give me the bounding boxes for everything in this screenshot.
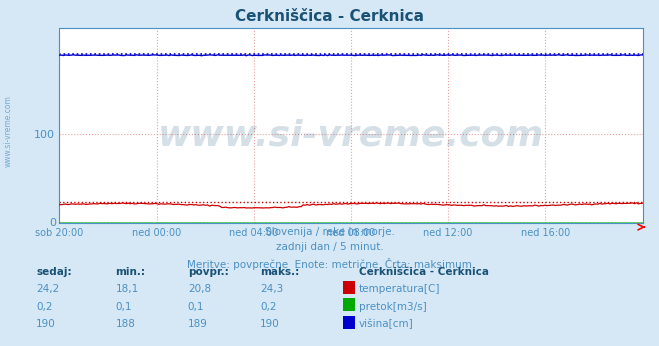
- Text: 20,8: 20,8: [188, 284, 211, 294]
- Text: 0,1: 0,1: [188, 302, 204, 312]
- Text: 18,1: 18,1: [115, 284, 138, 294]
- Text: 24,2: 24,2: [36, 284, 59, 294]
- Text: sedaj:: sedaj:: [36, 267, 72, 277]
- Text: Meritve: povprečne  Enote: metrične  Črta: maksimum: Meritve: povprečne Enote: metrične Črta:…: [187, 258, 472, 270]
- Text: maks.:: maks.:: [260, 267, 300, 277]
- Text: pretok[m3/s]: pretok[m3/s]: [359, 302, 427, 312]
- Text: 190: 190: [260, 319, 280, 329]
- Text: Slovenija / reke in morje.: Slovenija / reke in morje.: [264, 227, 395, 237]
- Text: www.si-vreme.com: www.si-vreme.com: [158, 118, 544, 152]
- Text: 0,1: 0,1: [115, 302, 132, 312]
- Text: min.:: min.:: [115, 267, 146, 277]
- Text: zadnji dan / 5 minut.: zadnji dan / 5 minut.: [275, 242, 384, 252]
- Text: povpr.:: povpr.:: [188, 267, 229, 277]
- Text: višina[cm]: višina[cm]: [359, 319, 414, 329]
- Text: Cerkniščica - Cerknica: Cerkniščica - Cerknica: [235, 9, 424, 24]
- Text: 0: 0: [49, 218, 57, 228]
- Text: temperatura[C]: temperatura[C]: [359, 284, 441, 294]
- Text: 188: 188: [115, 319, 135, 329]
- Text: 190: 190: [36, 319, 56, 329]
- Text: 189: 189: [188, 319, 208, 329]
- Text: www.si-vreme.com: www.si-vreme.com: [4, 95, 13, 167]
- Text: 0,2: 0,2: [36, 302, 53, 312]
- Text: 24,3: 24,3: [260, 284, 283, 294]
- Text: 0,2: 0,2: [260, 302, 277, 312]
- Text: Cerkniščica - Cerknica: Cerkniščica - Cerknica: [359, 267, 489, 277]
